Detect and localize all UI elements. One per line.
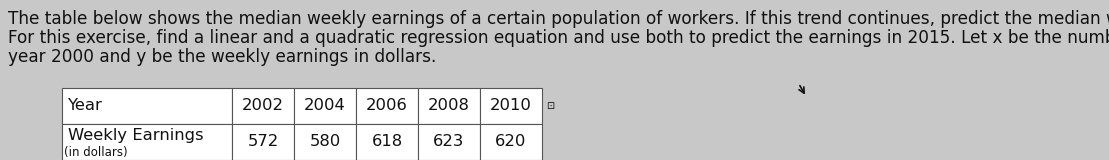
Text: ⊡: ⊡ bbox=[546, 101, 554, 111]
Text: For this exercise, find a linear and a quadratic regression equation and use bot: For this exercise, find a linear and a q… bbox=[8, 29, 1109, 47]
Text: 580: 580 bbox=[309, 135, 340, 149]
Text: 2004: 2004 bbox=[304, 99, 346, 113]
Bar bbox=[480, 124, 542, 160]
Text: year 2000 and y be the weekly earnings in dollars.: year 2000 and y be the weekly earnings i… bbox=[8, 48, 436, 66]
Bar bbox=[232, 124, 294, 160]
Text: The table below shows the median weekly earnings of a certain population of work: The table below shows the median weekly … bbox=[8, 10, 1109, 28]
Text: 623: 623 bbox=[434, 135, 465, 149]
Bar bbox=[294, 88, 356, 124]
Bar bbox=[418, 88, 480, 124]
Text: 572: 572 bbox=[247, 135, 278, 149]
Bar bbox=[62, 124, 232, 160]
Bar bbox=[294, 124, 356, 160]
Text: 2008: 2008 bbox=[428, 99, 470, 113]
Text: Year: Year bbox=[68, 99, 103, 113]
Text: 2002: 2002 bbox=[242, 99, 284, 113]
Bar bbox=[62, 88, 232, 124]
Bar bbox=[480, 88, 542, 124]
Text: 2006: 2006 bbox=[366, 99, 408, 113]
Bar bbox=[356, 124, 418, 160]
Text: 620: 620 bbox=[496, 135, 527, 149]
Bar bbox=[232, 88, 294, 124]
Text: Weekly Earnings: Weekly Earnings bbox=[68, 128, 204, 143]
Text: (in dollars): (in dollars) bbox=[64, 146, 128, 159]
Text: 618: 618 bbox=[372, 135, 403, 149]
Bar bbox=[356, 88, 418, 124]
Text: 2010: 2010 bbox=[490, 99, 532, 113]
Bar bbox=[418, 124, 480, 160]
